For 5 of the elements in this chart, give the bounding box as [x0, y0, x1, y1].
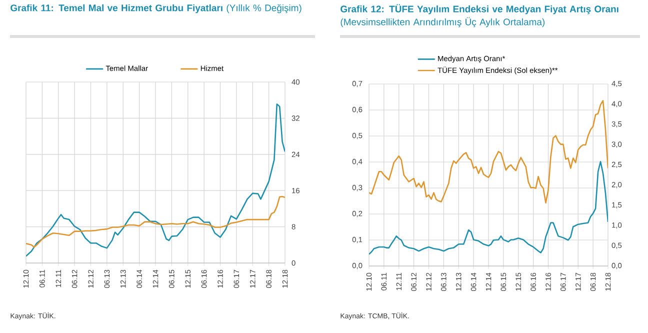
chart-title: Grafik 12: TÜFE Yayılım Endeksi ve Medyan Fiyat Artış Oranı (Mevsimsellikten Arındırılmış Üç Aylık Ortalama)	[340, 4, 618, 28]
line-series	[369, 100, 608, 204]
line-series	[26, 104, 285, 257]
line-series	[369, 161, 608, 255]
chart-title: Grafik 11: Temel Mal ve Hizmet Grubu Fiyatları (Yıllık % Değişim)	[10, 4, 302, 14]
